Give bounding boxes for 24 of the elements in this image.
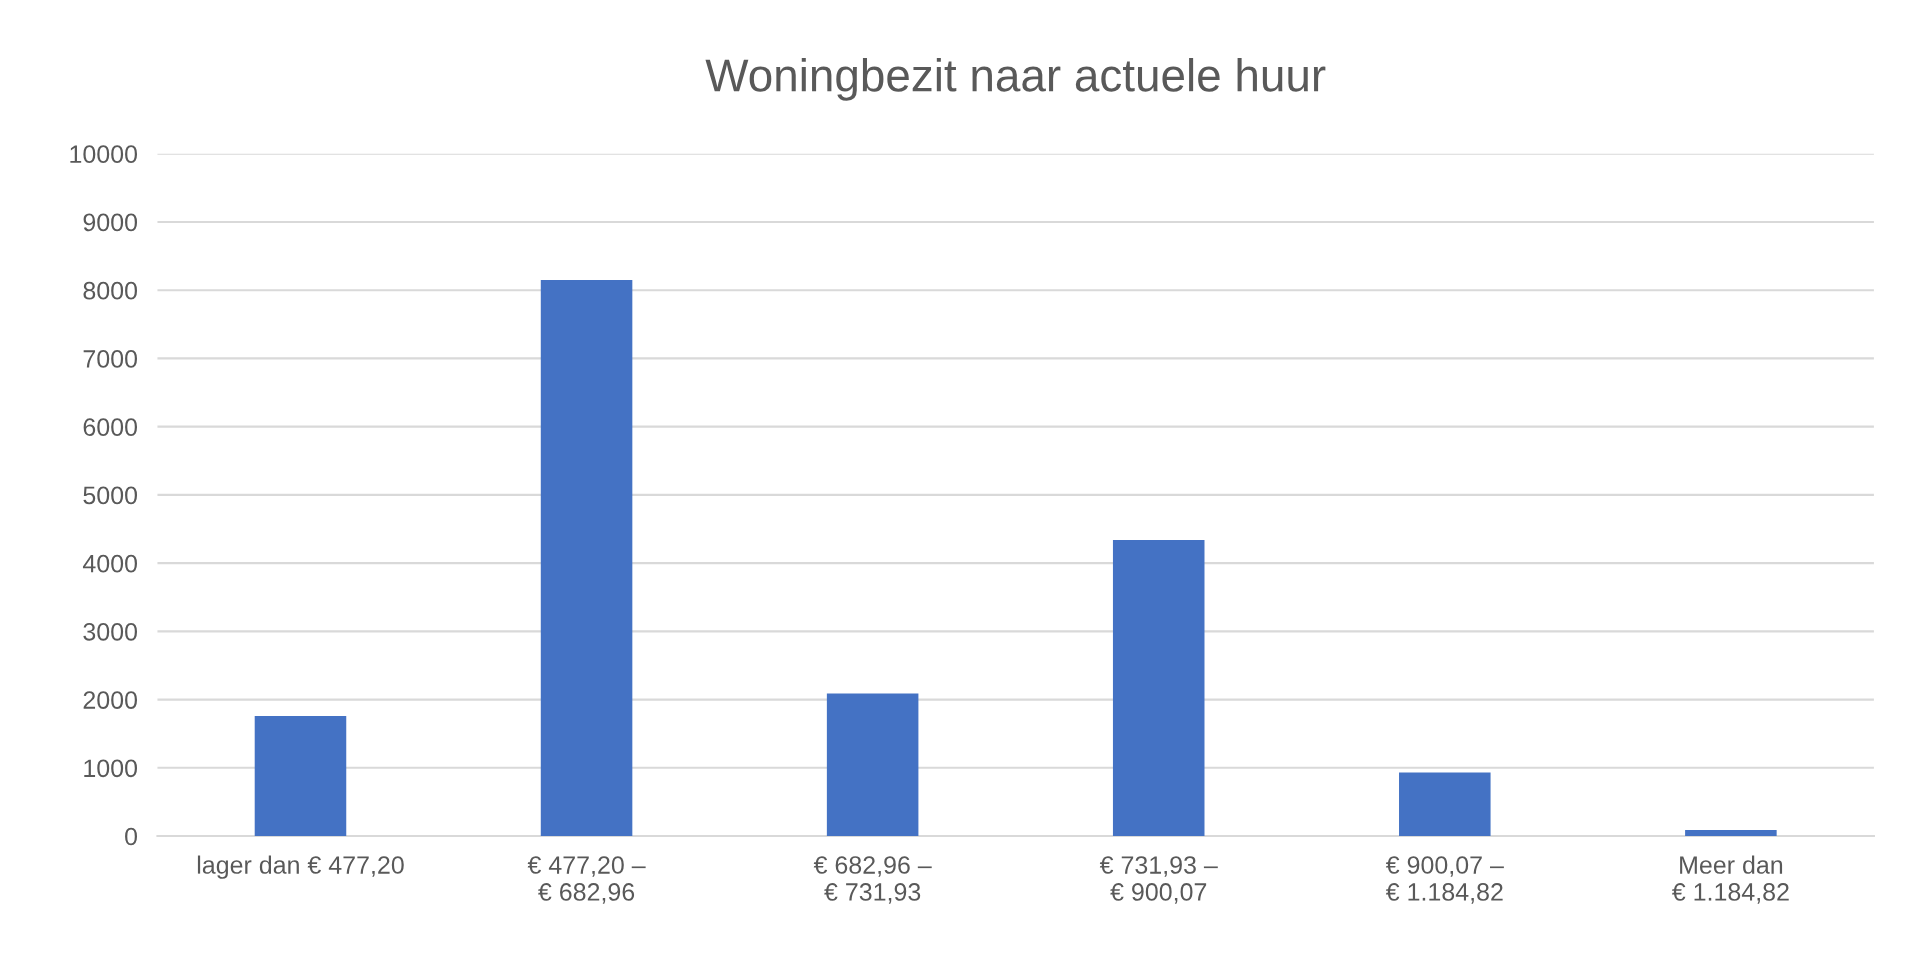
bar [254, 715, 347, 837]
bar [826, 693, 919, 837]
bar [540, 279, 633, 837]
bar [1112, 539, 1205, 837]
bar [1399, 772, 1491, 837]
y-tick-label: 1000 [84, 759, 138, 778]
x-tick-label: € 900,07 – € 1.184,82 [1385, 856, 1504, 904]
y-tick-label: 8000 [83, 281, 138, 300]
y-tick-label: 0 [125, 827, 138, 846]
y-tick-label: 9000 [83, 213, 138, 232]
chart-title: Woningbezit naar actuele huur [705, 57, 1326, 101]
y-tick-label: 6000 [83, 418, 138, 436]
y-tick-label: 2000 [83, 691, 138, 709]
x-tick-label: € 477,20 – € 682,96 [527, 856, 646, 904]
x-tick-label: Meer dan € 1.184,82 [1672, 855, 1789, 904]
x-tick-label: € 682,96 – € 731,93 [813, 856, 932, 904]
x-tick-label: € 731,93 – € 900,07 [1099, 856, 1218, 904]
y-tick-label: 5000 [83, 486, 138, 505]
y-tick-label: 10000 [70, 145, 138, 164]
y-tick-label: 3000 [83, 622, 138, 641]
y-tick-label: 4000 [82, 554, 138, 573]
x-tick-label: lager dan € 477,20 [197, 855, 404, 879]
bar [1685, 829, 1777, 837]
y-tick-label: 7000 [83, 350, 138, 368]
